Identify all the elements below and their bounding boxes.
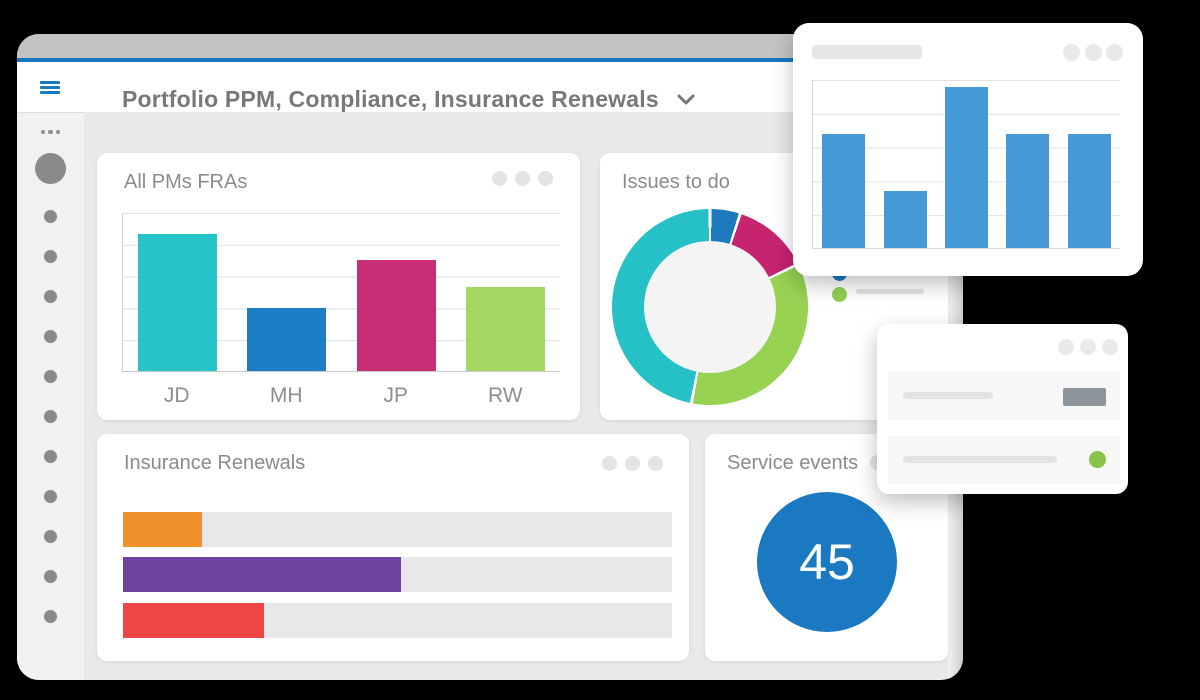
x-axis-labels: JD MH JP RW xyxy=(122,384,560,408)
card-menu-icon[interactable] xyxy=(1063,44,1123,61)
sidebar-nav-dot[interactable] xyxy=(44,370,57,383)
card-title: All PMs FRAs xyxy=(124,171,248,193)
legend-dot-green xyxy=(832,287,847,302)
float-mini-bar-bar-4 xyxy=(1006,133,1050,248)
card-all-pms-fras: All PMs FRAs JD MH JP RW xyxy=(97,153,580,420)
insurance-bar-track xyxy=(123,557,672,592)
sidebar-nav-dot[interactable] xyxy=(44,250,57,263)
floating-chart-card xyxy=(793,23,1143,276)
donut-hole xyxy=(644,241,776,373)
kpi-circle: 45 xyxy=(757,492,897,632)
accent-line xyxy=(17,58,963,62)
sidebar-nav-dot[interactable] xyxy=(44,490,57,503)
insurance-bar-fill xyxy=(123,512,203,547)
float-mini-bar-bar-5 xyxy=(1067,133,1111,248)
card-title: Service events xyxy=(727,452,859,474)
insurance-bar-track xyxy=(123,512,672,547)
x-tick-label: JD xyxy=(163,384,190,407)
card-menu-icon[interactable] xyxy=(492,171,553,186)
bar-chart xyxy=(122,213,560,372)
insurance-bar-fill xyxy=(123,557,401,592)
float-mini-bar-bar-2 xyxy=(883,190,927,248)
mini-bar-chart xyxy=(812,80,1120,249)
all-pms-fras-bar-MH xyxy=(247,307,327,371)
sidebar-nav-dot[interactable] xyxy=(44,410,57,423)
card-menu-icon[interactable] xyxy=(1058,339,1118,355)
sidebar-nav-dot[interactable] xyxy=(44,290,57,303)
donut-chart xyxy=(612,209,808,405)
list-item[interactable] xyxy=(888,371,1120,420)
float-mini-bar-bar-1 xyxy=(822,133,866,248)
sidebar-nav-dot[interactable] xyxy=(44,610,57,623)
sidebar-nav-dot[interactable] xyxy=(44,530,57,543)
sidebar-nav-dot[interactable] xyxy=(44,570,57,583)
text-placeholder xyxy=(903,392,993,399)
x-tick-label: MH xyxy=(269,384,303,407)
sidebar-nav-dot[interactable] xyxy=(44,450,57,463)
card-title: Issues to do xyxy=(622,171,730,193)
title-placeholder xyxy=(812,45,922,59)
card-menu-icon[interactable] xyxy=(602,456,663,471)
all-pms-fras-bar-JD xyxy=(138,233,218,371)
insurance-bar-track xyxy=(123,603,672,638)
status-badge xyxy=(1063,388,1106,406)
sidebar-more-icon[interactable] xyxy=(17,130,84,135)
text-placeholder xyxy=(903,456,1057,463)
card-title: Insurance Renewals xyxy=(124,452,306,474)
legend-label-placeholder xyxy=(856,289,924,294)
dashboard-selector[interactable]: Portfolio PPM, Compliance, Insurance Ren… xyxy=(122,86,695,113)
all-pms-fras-bar-RW xyxy=(465,287,545,371)
page-title: Portfolio PPM, Compliance, Insurance Ren… xyxy=(122,86,659,112)
hamburger-menu-icon[interactable] xyxy=(40,81,60,94)
all-pms-fras-bar-JP xyxy=(356,260,436,371)
sidebar xyxy=(17,112,84,680)
kpi-value: 45 xyxy=(799,534,855,590)
status-dot-green xyxy=(1089,451,1106,468)
card-insurance-renewals: Insurance Renewals xyxy=(97,434,689,661)
avatar[interactable] xyxy=(35,153,66,184)
x-tick-label: RW xyxy=(487,384,523,407)
floating-list-card xyxy=(877,324,1128,494)
sidebar-nav-dot[interactable] xyxy=(44,210,57,223)
sidebar-nav-dots xyxy=(17,210,84,623)
insurance-bar-fill xyxy=(123,603,265,638)
sidebar-nav-dot[interactable] xyxy=(44,330,57,343)
chevron-down-icon xyxy=(677,94,695,104)
x-tick-label: JP xyxy=(383,384,408,407)
float-mini-bar-bar-3 xyxy=(944,86,988,248)
list-item[interactable] xyxy=(888,436,1120,484)
